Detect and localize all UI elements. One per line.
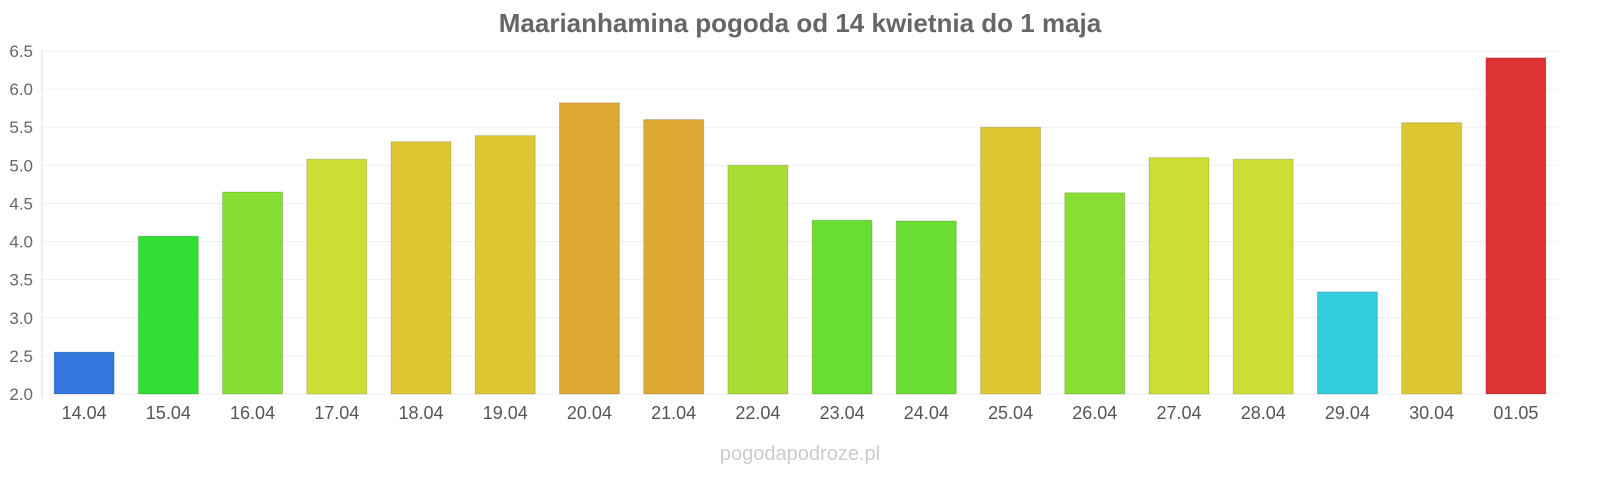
bar-20.04	[558, 102, 620, 395]
x-tick-label: 14.04	[62, 403, 107, 423]
y-tick-label: 6.5	[9, 42, 33, 61]
x-tick-label: 25.04	[988, 403, 1033, 423]
x-tick-label: 18.04	[398, 403, 443, 423]
chart-title: Maarianhamina pogoda od 14 kwietnia do 1…	[499, 8, 1102, 38]
bar-26.04	[1064, 192, 1126, 395]
y-tick-label: 2.5	[9, 347, 33, 366]
bar-22.04	[727, 164, 789, 395]
x-tick-label: 26.04	[1072, 403, 1117, 423]
x-tick-label: 21.04	[651, 403, 696, 423]
x-tick-label: 28.04	[1241, 403, 1286, 423]
y-tick-label: 6.0	[9, 80, 33, 99]
bar-30.04	[1401, 122, 1463, 395]
bar-17.04	[306, 158, 368, 395]
bar-14.04	[53, 351, 115, 395]
bar-15.04	[137, 235, 199, 395]
bar-29.04	[1316, 291, 1378, 395]
x-tick-label: 15.04	[146, 403, 191, 423]
x-tick-label: 16.04	[230, 403, 275, 423]
bar-25.04	[980, 126, 1042, 395]
y-tick-label: 3.0	[9, 309, 33, 328]
x-tick-label: 27.04	[1156, 403, 1201, 423]
y-tick-label: 4.5	[9, 194, 33, 213]
x-tick-label: 01.05	[1493, 403, 1538, 423]
bar-27.04	[1148, 157, 1210, 395]
bar-24.04	[895, 220, 957, 395]
bar-16.04	[222, 191, 284, 395]
x-tick-label: 30.04	[1409, 403, 1454, 423]
bar-28.04	[1232, 158, 1294, 395]
bar-19.04	[474, 135, 536, 395]
bar-23.04	[811, 219, 873, 395]
y-tick-label: 5.5	[9, 118, 33, 137]
bar-21.04	[643, 119, 705, 395]
watermark: pogodapodroze.pl	[720, 443, 880, 465]
x-tick-label: 24.04	[904, 403, 949, 423]
y-tick-label: 4.0	[9, 233, 33, 252]
x-tick-label: 22.04	[735, 403, 780, 423]
x-tick-label: 20.04	[567, 403, 612, 423]
y-tick-label: 5.0	[9, 156, 33, 175]
y-tick-label: 2.0	[9, 385, 33, 404]
x-tick-label: 17.04	[314, 403, 359, 423]
x-tick-label: 19.04	[483, 403, 528, 423]
bar-18.04	[390, 141, 452, 395]
y-tick-label: 3.5	[9, 271, 33, 290]
x-tick-label: 23.04	[820, 403, 865, 423]
bar-01.05	[1485, 57, 1547, 395]
x-tick-label: 29.04	[1325, 403, 1370, 423]
